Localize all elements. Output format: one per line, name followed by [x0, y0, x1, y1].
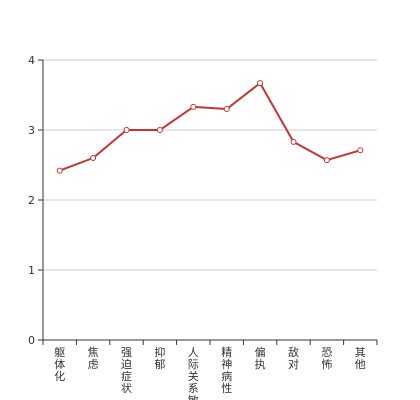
x-category-label: 人际关系敏感 — [188, 346, 199, 400]
series-points — [56, 80, 364, 174]
y-tick-label: 4 — [28, 54, 35, 67]
data-point[interactable] — [257, 80, 264, 87]
data-point[interactable] — [90, 155, 97, 161]
axes — [42, 60, 378, 345]
y-tick-label: 2 — [28, 194, 35, 207]
x-category-label: 精神病性 — [221, 346, 232, 395]
x-category-label: 其他 — [355, 346, 366, 371]
data-point[interactable] — [190, 103, 197, 110]
x-category-label: 强迫症状 — [121, 346, 132, 395]
y-tick-label: 0 — [28, 334, 35, 347]
x-category-label: 偏执 — [255, 345, 266, 371]
data-point[interactable] — [290, 138, 297, 145]
data-point[interactable] — [223, 106, 230, 112]
y-axis-ticks: 0 1 2 3 4 — [28, 54, 43, 347]
series-line-path — [59, 82, 361, 172]
data-point[interactable] — [156, 127, 163, 133]
data-point[interactable] — [357, 147, 364, 154]
y-tick-label: 3 — [28, 124, 35, 137]
series-line — [59, 82, 361, 172]
grid-lines — [43, 59, 377, 271]
data-point[interactable] — [56, 167, 63, 174]
data-point[interactable] — [123, 127, 130, 133]
x-category-label: 抑郁 — [154, 345, 165, 371]
x-category-label: 敌对 — [288, 345, 299, 371]
x-category-label: 焦虑 — [88, 346, 99, 371]
x-category-label: 躯体化 — [54, 346, 65, 383]
x-category-label: 恐怖 — [321, 346, 332, 371]
y-tick-label: 1 — [28, 264, 35, 277]
data-point[interactable] — [323, 157, 330, 164]
